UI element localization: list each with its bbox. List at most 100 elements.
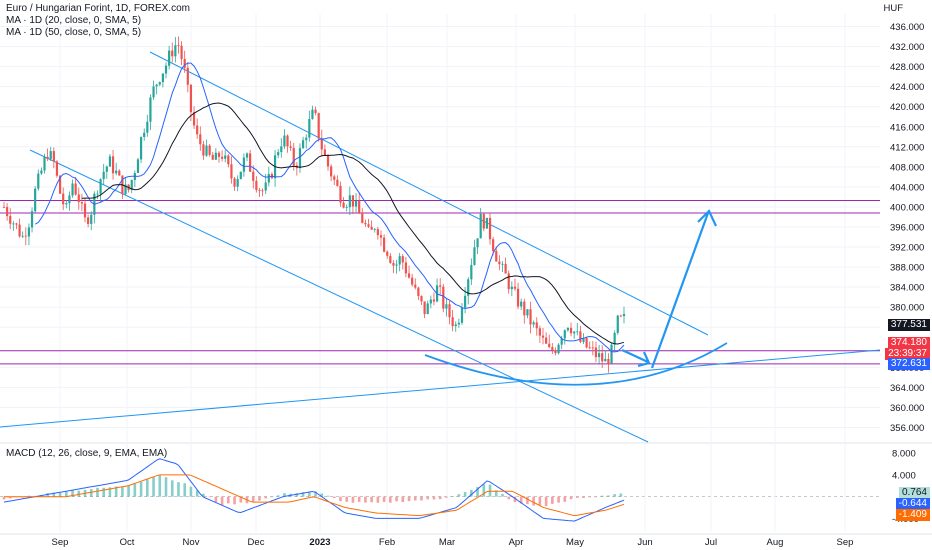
candle-body xyxy=(65,203,68,205)
macd-histogram-bar xyxy=(389,496,392,503)
macd-histogram-bar xyxy=(544,496,548,507)
candle-body xyxy=(383,237,386,252)
candle-body xyxy=(80,202,83,204)
macd-legend[interactable]: MACD (12, 26, close, 9, EMA, EMA) xyxy=(6,448,168,459)
candle-body xyxy=(280,146,283,153)
x-tick-label: Jun xyxy=(637,537,652,548)
candle-body xyxy=(597,353,601,358)
candle-body xyxy=(242,157,245,172)
candle-body xyxy=(24,235,27,237)
candle-body xyxy=(560,338,563,345)
candle-body xyxy=(245,153,249,158)
candle-body xyxy=(613,332,616,345)
trend-drawings[interactable] xyxy=(0,51,881,443)
candle-body xyxy=(46,156,49,159)
long-trendline xyxy=(0,349,881,428)
candle-body xyxy=(320,138,323,150)
macd-pane xyxy=(2,458,625,522)
macd-histogram-bar xyxy=(183,483,187,497)
macd-histogram-bar xyxy=(301,492,305,497)
candle-body xyxy=(389,255,392,263)
candlestick-series xyxy=(2,36,626,373)
candle-body xyxy=(529,309,532,325)
candle-body xyxy=(333,176,336,180)
candle-body xyxy=(168,50,171,66)
candle-body xyxy=(482,213,485,229)
candle-body xyxy=(501,263,504,265)
macd-histogram-bar xyxy=(594,496,598,498)
y-tick-label: 400.000 xyxy=(890,202,924,213)
candle-body xyxy=(189,84,193,113)
candle-body xyxy=(305,137,308,141)
candle-body xyxy=(27,227,31,237)
candle-body xyxy=(74,183,77,195)
macd-histogram-bar xyxy=(133,483,137,497)
candle-body xyxy=(370,226,373,230)
y-tick-label: 384.000 xyxy=(890,283,924,294)
candle-body xyxy=(102,171,105,180)
candle-body xyxy=(401,256,404,263)
macd-histogram-bar xyxy=(351,496,355,503)
macd-histogram-bar xyxy=(2,496,6,500)
candle-body xyxy=(473,247,476,265)
ma20-legend[interactable]: MA · 1D (20, close, 0, SMA, 5) xyxy=(6,15,142,26)
x-tick-label: 2023 xyxy=(309,537,330,548)
x-tick-label: Aug xyxy=(767,537,784,548)
candle-body xyxy=(516,288,520,307)
chart-title: Euro / Hungarian Forint, 1D, FOREX.com xyxy=(6,3,190,14)
y-tick-label: 364.000 xyxy=(890,383,924,394)
macd-histogram-bar xyxy=(519,496,523,504)
candle-body xyxy=(77,194,80,203)
y-tick-label: 356.000 xyxy=(890,423,924,434)
ma20-line xyxy=(34,62,625,353)
candle-body xyxy=(40,170,43,174)
candle-body xyxy=(71,183,74,196)
macd-histogram-bar xyxy=(563,496,567,502)
price-axis[interactable]: 436.000 432.000 428.000 424.000 420.000 416.0… xyxy=(890,22,924,525)
x-tick-label: Jul xyxy=(705,537,717,548)
macd-histogram-bar xyxy=(220,496,224,506)
macd-histogram-bar xyxy=(146,479,149,497)
candle-body xyxy=(105,166,108,172)
horizontal-levels[interactable] xyxy=(0,199,880,365)
macd-histogram-bar xyxy=(445,496,448,498)
macd-histogram-bar xyxy=(345,496,349,502)
candle-body xyxy=(407,273,411,278)
candle-body xyxy=(476,238,479,248)
candle-body xyxy=(6,207,9,217)
candle-body xyxy=(68,195,71,204)
macd-histogram-bar xyxy=(457,494,461,497)
y-tick-label: 424.000 xyxy=(890,82,924,93)
ma50-legend[interactable]: MA · 1D (50, close, 0, SMA, 5) xyxy=(6,27,142,38)
candle-body xyxy=(227,155,230,165)
macd-histogram-bar xyxy=(569,496,573,500)
macd-histogram-bar xyxy=(494,490,498,497)
candle-body xyxy=(239,171,242,179)
arrow-up-head xyxy=(697,209,717,227)
candle-body xyxy=(492,239,495,252)
macd-histogram-bar xyxy=(364,496,367,503)
x-tick-label: Mar xyxy=(439,537,455,548)
candle-body xyxy=(339,185,342,203)
candle-body xyxy=(124,184,127,195)
candle-body xyxy=(83,203,87,218)
candle-body xyxy=(146,121,149,133)
macd-histogram-bar xyxy=(382,496,386,502)
candle-body xyxy=(214,152,217,160)
candle-body xyxy=(298,148,302,169)
candle-body xyxy=(143,132,146,138)
candle-body xyxy=(18,224,21,237)
candle-body xyxy=(351,195,355,207)
macd-histogram-bar xyxy=(320,493,324,497)
macd-line xyxy=(3,458,625,522)
macd-histogram-bar xyxy=(8,496,12,499)
candle-body xyxy=(541,335,545,338)
candle-body xyxy=(622,314,626,317)
macd-histogram-bar xyxy=(575,496,579,498)
currency-label: HUF xyxy=(883,3,903,14)
macd-histogram-bar xyxy=(470,489,473,497)
candle-body xyxy=(585,338,588,348)
time-axis[interactable]: Sep Oct Nov Dec 2023 Feb Mar Apr May Jun Jul Aug Sep xyxy=(52,537,854,548)
candle-body xyxy=(30,211,34,228)
